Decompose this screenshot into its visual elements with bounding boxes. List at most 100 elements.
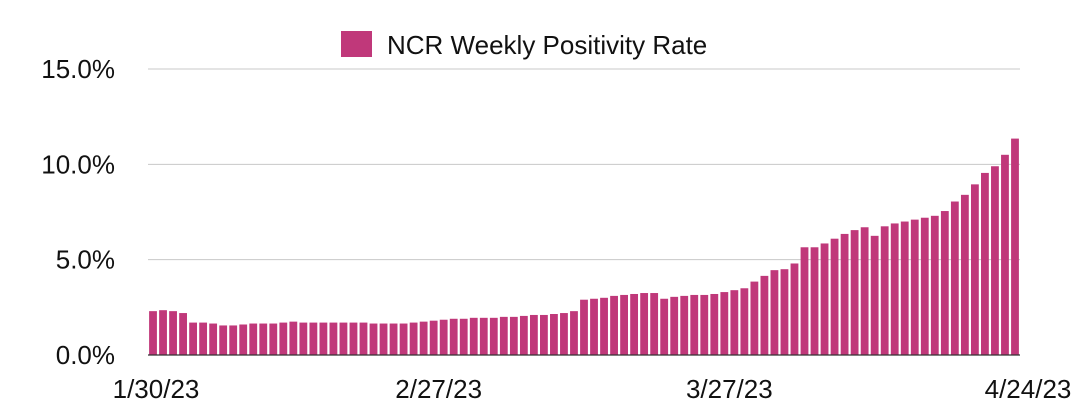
bar <box>580 299 588 355</box>
legend-label: NCR Weekly Positivity Rate <box>387 30 707 60</box>
y-axis-tick-labels: 0.0% 5.0% 10.0% 15.0% <box>41 54 115 370</box>
bar <box>560 313 568 355</box>
bar <box>630 293 639 355</box>
bar <box>169 311 177 355</box>
bar <box>640 293 649 355</box>
legend: NCR Weekly Positivity Rate <box>341 30 707 60</box>
bar <box>419 321 428 355</box>
bar <box>600 297 608 355</box>
bar <box>489 317 498 355</box>
bar <box>840 233 849 355</box>
bar <box>730 290 739 355</box>
bar <box>269 323 278 355</box>
bar <box>319 322 328 355</box>
bar <box>960 194 969 355</box>
gridlines <box>148 68 1020 261</box>
bar <box>650 293 659 355</box>
bar <box>760 275 769 355</box>
bar <box>750 281 759 355</box>
bar <box>329 322 338 355</box>
bar <box>339 322 348 355</box>
bar <box>409 322 418 355</box>
y-tick-label: 5.0% <box>56 245 115 275</box>
bar <box>189 322 198 355</box>
bar <box>770 270 779 355</box>
bar <box>690 294 699 355</box>
bar <box>950 201 959 355</box>
bar <box>590 298 598 355</box>
bar <box>399 323 408 355</box>
x-tick-label: 4/24/23 <box>985 374 1072 404</box>
bar <box>880 226 889 355</box>
bar <box>469 317 478 355</box>
bar <box>359 322 368 355</box>
bar <box>710 293 719 355</box>
y-tick-label: 15.0% <box>41 54 115 84</box>
bar <box>700 294 709 355</box>
y-tick-label: 10.0% <box>41 149 115 179</box>
bar <box>910 219 919 355</box>
bar <box>459 318 468 355</box>
bar <box>940 211 949 355</box>
bar <box>981 172 989 355</box>
bar <box>1001 154 1009 355</box>
bar <box>820 243 829 355</box>
bar <box>389 323 398 355</box>
bar <box>991 166 999 355</box>
bar <box>790 263 799 355</box>
bar <box>900 221 909 355</box>
bar <box>449 318 458 355</box>
bar <box>159 310 167 355</box>
bar <box>229 325 238 355</box>
bar <box>179 313 187 355</box>
x-axis-tick-labels: 1/30/23 2/27/23 3/27/23 4/24/23 <box>113 374 1072 404</box>
x-tick-label: 1/30/23 <box>113 374 200 404</box>
bar <box>249 323 258 355</box>
bar <box>970 184 979 355</box>
bar <box>439 319 448 355</box>
bar <box>830 238 839 355</box>
x-tick-label: 2/27/23 <box>395 374 482 404</box>
bar <box>279 322 288 355</box>
bar <box>529 314 538 355</box>
bar <box>199 322 208 355</box>
bar <box>349 322 358 355</box>
bar <box>1011 138 1019 355</box>
bar <box>299 322 308 355</box>
bar <box>860 227 869 355</box>
bar <box>740 288 749 355</box>
bar <box>519 315 528 355</box>
bar <box>610 295 618 355</box>
bar <box>800 247 809 355</box>
bar <box>670 296 679 355</box>
x-tick-label: 3/27/23 <box>686 374 773 404</box>
bar <box>289 321 298 355</box>
bar <box>920 217 929 355</box>
y-tick-label: 0.0% <box>56 340 115 370</box>
bar <box>810 247 819 355</box>
bar <box>720 292 729 355</box>
bar <box>890 223 899 355</box>
bar <box>930 215 939 355</box>
bar <box>660 298 669 355</box>
bar <box>850 230 859 355</box>
bar <box>539 314 548 355</box>
bar <box>149 311 157 355</box>
bar <box>219 325 228 355</box>
bar-series <box>149 138 1019 355</box>
bar <box>620 294 629 355</box>
bar <box>429 320 438 355</box>
bar <box>680 295 689 355</box>
bar <box>780 269 789 355</box>
bar <box>309 322 318 355</box>
bar <box>379 323 388 355</box>
bar <box>369 323 378 355</box>
bar <box>570 311 578 355</box>
bar <box>239 324 248 355</box>
bar <box>870 235 879 355</box>
bar <box>499 316 508 355</box>
bar <box>509 316 518 355</box>
bar <box>550 314 558 355</box>
bar <box>209 323 218 355</box>
